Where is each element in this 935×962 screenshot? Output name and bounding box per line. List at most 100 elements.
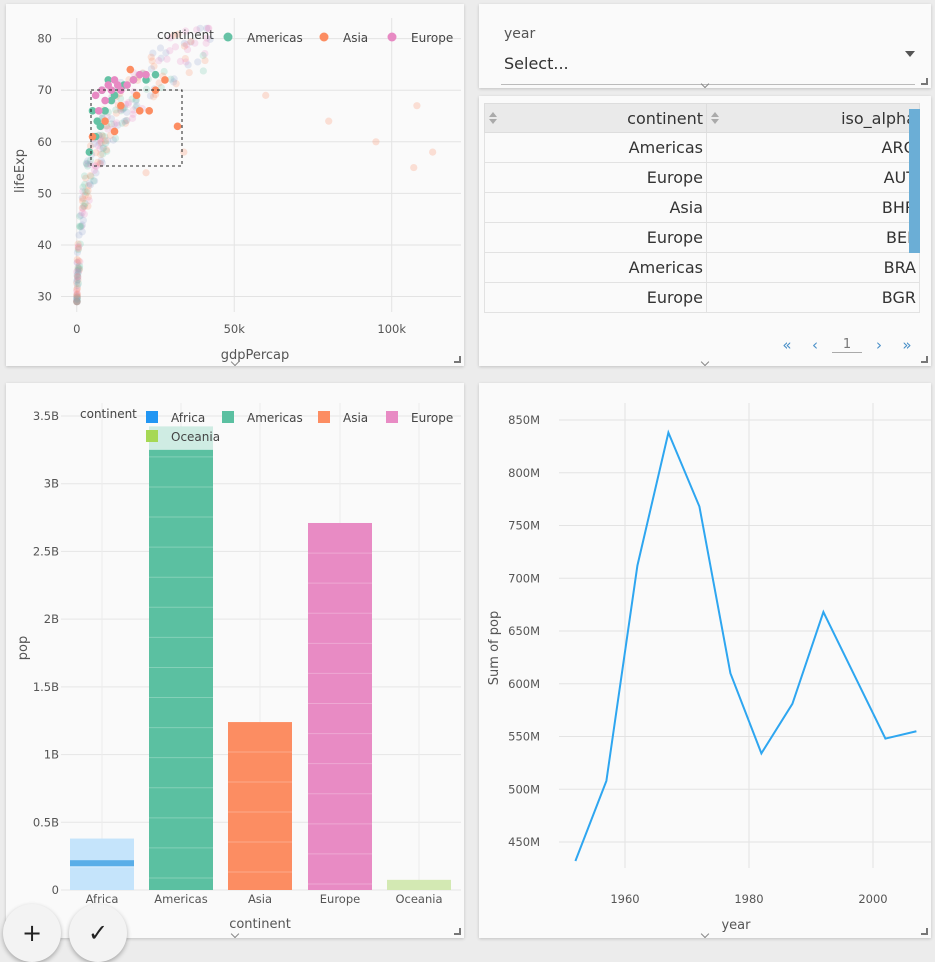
data-point xyxy=(142,70,150,79)
unselected-point xyxy=(142,169,150,177)
table-cell[interactable]: BEL xyxy=(706,222,920,253)
resize-handle[interactable] xyxy=(921,78,928,85)
unselected-point xyxy=(429,148,437,156)
table-cell[interactable]: Americas xyxy=(484,252,707,283)
resize-handle[interactable] xyxy=(921,356,928,363)
bar-xlabel: continent xyxy=(229,917,291,932)
data-point xyxy=(173,122,182,131)
unselected-point xyxy=(410,163,418,172)
caret-down-icon[interactable] xyxy=(905,51,915,57)
scatter-chart[interactable]: 0 50k 100k 30 40 50 60 70 80 gdpPercap lifeExp c… xyxy=(6,4,464,366)
unselected-point xyxy=(73,271,81,279)
table-cell[interactable]: Asia xyxy=(484,192,707,223)
unselected-point xyxy=(147,65,156,73)
sum-pop-line xyxy=(574,429,917,862)
unselected-point xyxy=(166,47,174,55)
unselected-point xyxy=(90,140,98,148)
unselected-point xyxy=(196,24,204,32)
line-chart[interactable]: 1960 1980 2000 450M 500M 550M 600M 650M 700M 750M… xyxy=(479,383,931,938)
last-page-button[interactable]: » xyxy=(902,336,912,354)
unselected-point xyxy=(74,264,82,273)
unselected-point xyxy=(85,196,93,204)
unselected-point xyxy=(182,58,190,66)
unselected-point xyxy=(75,262,84,270)
sort-icon[interactable] xyxy=(711,112,721,126)
unselected-point xyxy=(73,284,82,292)
table-cell[interactable]: BGR xyxy=(706,282,920,313)
legend-label: Europe xyxy=(411,411,453,425)
unselected-point xyxy=(81,180,89,188)
unselected-point xyxy=(187,37,195,46)
unselected-point xyxy=(413,102,421,110)
data-point xyxy=(123,81,131,89)
unselected-point xyxy=(73,298,81,306)
filter-card: year Select... xyxy=(479,4,931,88)
unselected-point xyxy=(101,133,109,141)
y-tick-label: 1B xyxy=(44,748,59,762)
unselected-point xyxy=(150,62,158,70)
unselected-point xyxy=(97,157,105,165)
unselected-point xyxy=(74,243,82,251)
selection-box[interactable] xyxy=(90,89,183,167)
column-header-iso-alpha[interactable]: iso_alpha xyxy=(706,103,920,133)
unselected-point xyxy=(82,159,90,167)
next-page-button[interactable]: › xyxy=(876,336,882,354)
table-cell[interactable]: AUT xyxy=(706,162,920,193)
unselected-point xyxy=(191,39,199,47)
table-row[interactable]: Europe BGR xyxy=(484,282,920,313)
first-page-button[interactable]: « xyxy=(782,336,792,354)
table-scrollbar[interactable] xyxy=(909,109,920,253)
table-cell[interactable]: ARG xyxy=(706,132,920,163)
unselected-point xyxy=(110,120,118,128)
unselected-point xyxy=(79,187,87,195)
unselected-point xyxy=(73,277,81,285)
y-tick-label: 500M xyxy=(508,782,540,796)
table-row[interactable]: Europe AUT xyxy=(484,162,920,193)
table-row[interactable]: Europe BEL xyxy=(484,222,920,253)
table-cell[interactable]: BRA xyxy=(706,252,920,283)
resize-handle[interactable] xyxy=(454,356,461,363)
chevron-down-icon[interactable] xyxy=(700,79,710,88)
unselected-point xyxy=(97,138,105,147)
unselected-point xyxy=(80,202,89,210)
x-tick-label: 50k xyxy=(224,322,246,336)
y-tick-label: 450M xyxy=(508,835,540,849)
data-point xyxy=(126,65,135,74)
x-tick-label: Oceania xyxy=(395,892,442,906)
bar-chart[interactable]: 0 0.5B 1B 1.5B 2B 2.5B 3B 3.5B Africa Americas Asi… xyxy=(6,383,464,938)
unselected-point xyxy=(85,179,94,188)
data-point xyxy=(110,127,119,136)
table-cell[interactable]: Europe xyxy=(484,222,707,253)
add-button[interactable]: + xyxy=(3,904,61,962)
sort-icon[interactable] xyxy=(489,112,499,126)
unselected-point xyxy=(78,194,86,202)
table-cell[interactable]: BHR xyxy=(706,192,920,223)
data-point xyxy=(93,117,102,125)
unselected-point xyxy=(81,191,89,199)
unselected-point xyxy=(202,39,210,47)
unselected-point xyxy=(109,136,117,144)
legend-marker xyxy=(319,32,329,42)
page-number-input[interactable]: 1 xyxy=(832,337,862,353)
table-row[interactable]: Americas ARG xyxy=(484,132,920,163)
confirm-button[interactable]: ✓ xyxy=(69,904,127,962)
table-cell[interactable]: Americas xyxy=(484,132,707,163)
prev-page-button[interactable]: ‹ xyxy=(812,336,818,354)
table-cell[interactable]: Europe xyxy=(484,162,707,193)
table-row[interactable]: Americas BRA xyxy=(484,252,920,283)
unselected-point xyxy=(87,173,95,181)
column-header-continent[interactable]: continent xyxy=(484,103,707,133)
legend-marker xyxy=(222,411,234,423)
legend-label: Europe xyxy=(411,31,453,45)
table-row[interactable]: Asia BHR xyxy=(484,192,920,223)
bar-oceania xyxy=(387,879,451,890)
unselected-point xyxy=(157,54,165,62)
unselected-point xyxy=(112,109,120,117)
chevron-down-icon[interactable] xyxy=(700,357,710,366)
year-select[interactable]: Select... xyxy=(504,54,569,73)
unselected-point xyxy=(83,160,91,168)
data-point xyxy=(129,76,138,84)
table-cell[interactable]: Europe xyxy=(484,282,707,313)
resize-handle[interactable] xyxy=(454,928,461,935)
resize-handle[interactable] xyxy=(921,928,928,935)
